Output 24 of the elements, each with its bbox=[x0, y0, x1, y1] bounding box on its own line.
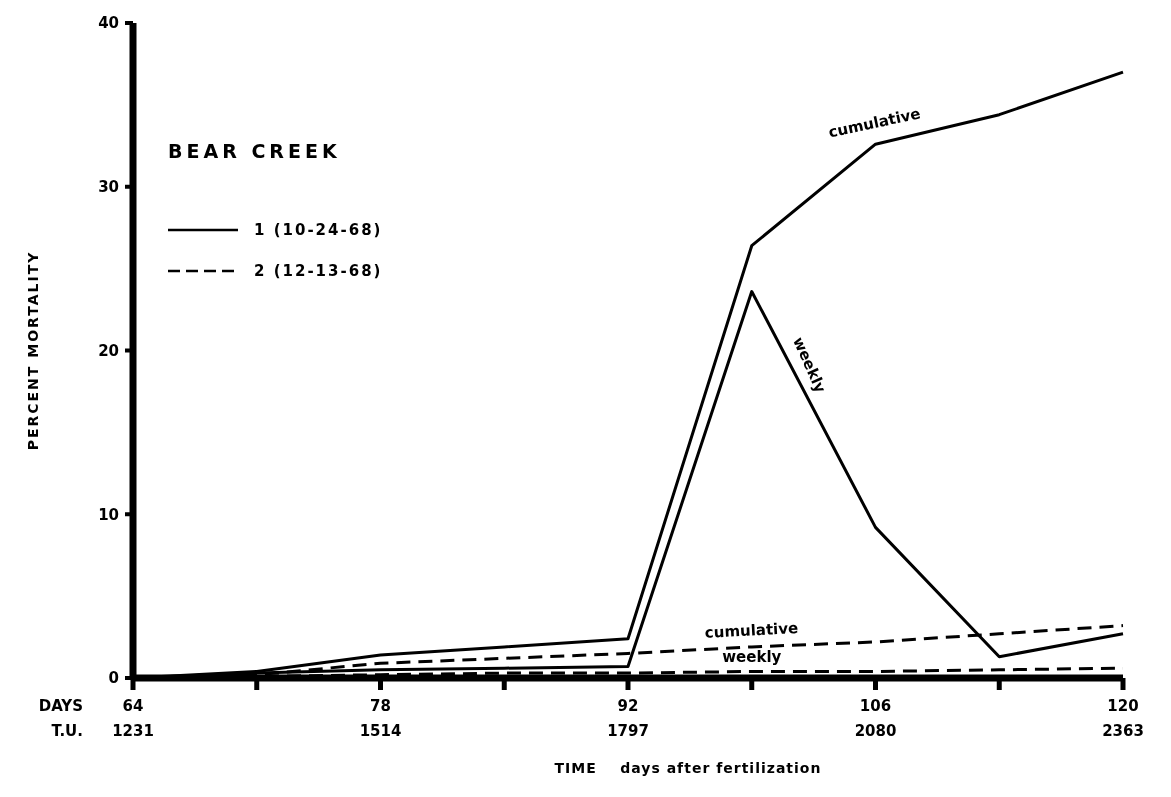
legend-label: 1 (10-24-68) bbox=[254, 221, 383, 240]
x2-tick-label: 2363 bbox=[1102, 722, 1144, 740]
x2-axis-title: T.U. bbox=[51, 722, 83, 740]
x-axis-title: TIME days after fertilization bbox=[554, 760, 822, 776]
annotation: weekly bbox=[722, 647, 782, 666]
x2-tick-label: 1231 bbox=[112, 722, 154, 740]
y-tick-label: 0 bbox=[108, 669, 119, 688]
legend-title: BEAR CREEK bbox=[168, 140, 341, 162]
x-tick-label: 106 bbox=[859, 697, 892, 715]
legend-label: 2 (12-13-68) bbox=[254, 262, 383, 281]
x2-tick-label: 1514 bbox=[359, 722, 402, 740]
x2-tick-label: 1797 bbox=[607, 722, 649, 740]
y-tick-label: 40 bbox=[98, 14, 119, 33]
y-axis-title: PERCENT MORTALITY bbox=[25, 250, 41, 451]
x-tick-label: 92 bbox=[617, 697, 639, 715]
text: DAYS bbox=[38, 697, 83, 715]
y-tick-label: 20 bbox=[98, 341, 119, 360]
annotation: cumulative bbox=[704, 619, 799, 642]
y-tick-label: 30 bbox=[98, 178, 119, 196]
x2-tick-label: 2080 bbox=[854, 722, 897, 740]
x-tick-label: 78 bbox=[370, 697, 391, 715]
x-tick-label: 64 bbox=[122, 697, 144, 715]
y-tick-label: 10 bbox=[98, 505, 119, 524]
x-tick-label: 120 bbox=[1107, 697, 1139, 715]
